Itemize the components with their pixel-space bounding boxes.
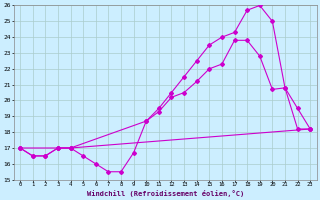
X-axis label: Windchill (Refroidissement éolien,°C): Windchill (Refroidissement éolien,°C): [86, 190, 244, 197]
